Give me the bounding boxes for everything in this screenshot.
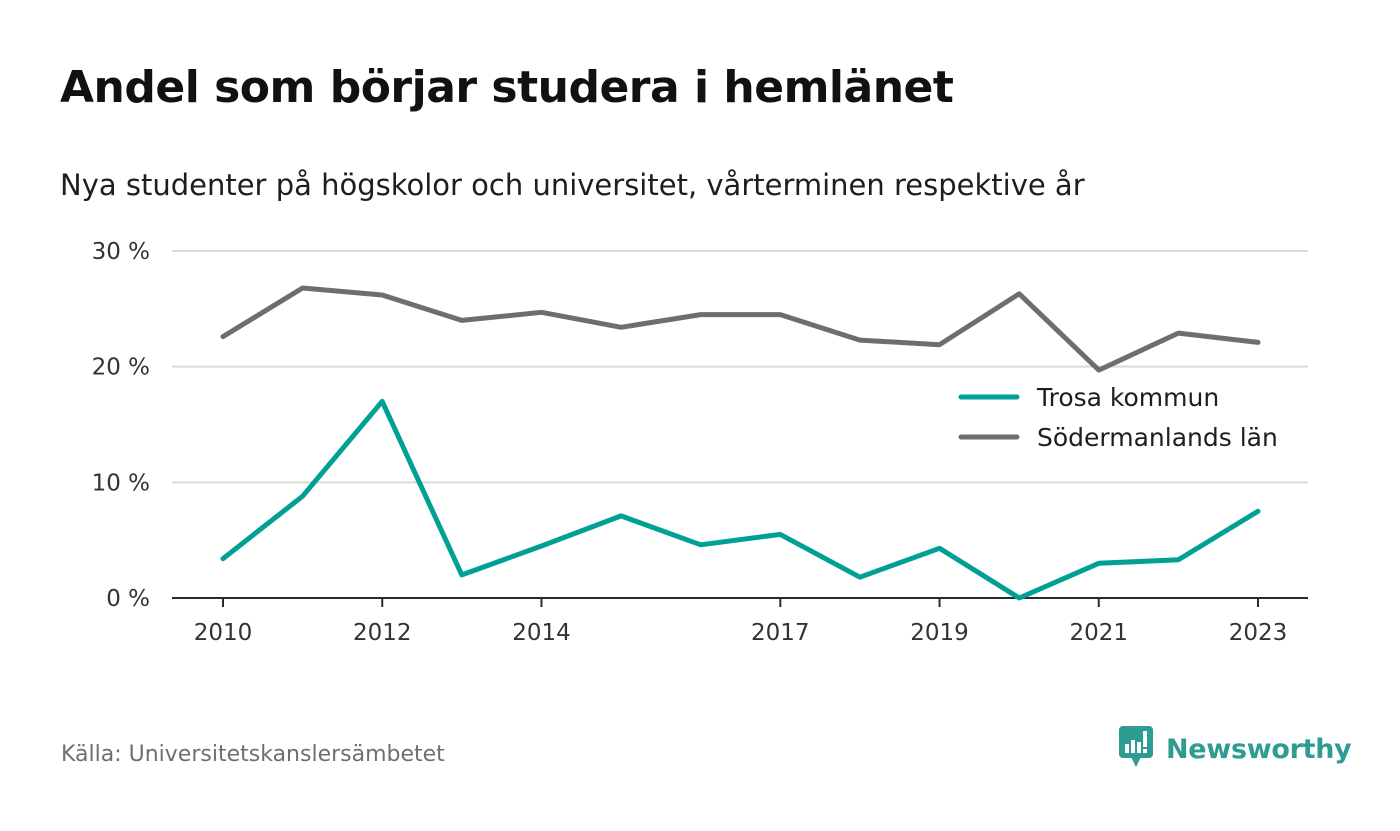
x-axis-ticks: 2010 2012 2014 2017 2019 2021 2023 (194, 598, 1288, 646)
series-line-trosa-kommun (220, 398, 1261, 601)
y-tick-label: 20 % (92, 355, 150, 381)
x-tick-label: 2023 (1229, 620, 1288, 646)
chart-title: Andel som börjar studera i hemlänet (60, 62, 954, 113)
chart-subtitle: Nya studenter på högskolor och universit… (60, 168, 1085, 202)
bar-chart-speech-bubble-icon (1118, 725, 1154, 773)
legend-label: Södermanlands län (1037, 423, 1278, 452)
source-note: Källa: Universitetskanslersämbetet (61, 742, 445, 767)
grid-lines (172, 250, 1308, 484)
series-lines (220, 285, 1261, 601)
x-tick-label: 2019 (910, 620, 969, 646)
x-tick-label: 2012 (353, 620, 412, 646)
brand-logo[interactable]: Newsworthy (1118, 725, 1352, 773)
y-tick-label: 0 % (106, 586, 150, 612)
y-tick-label: 10 % (92, 470, 150, 496)
x-tick-label: 2021 (1069, 620, 1128, 646)
x-tick-label: 2010 (194, 620, 253, 646)
x-tick-label: 2014 (512, 620, 571, 646)
y-axis-ticks: 0 % 10 % 20 % 30 % (92, 239, 150, 612)
line-chart: 0 % 10 % 20 % 30 % 2010 2012 2014 2017 2019 2021… (92, 239, 1308, 646)
series-line-s-dermanlands-l-n (220, 285, 1261, 373)
legend-label: Trosa kommun (1036, 383, 1219, 412)
brand-name: Newsworthy (1166, 733, 1352, 765)
x-tick-label: 2017 (751, 620, 810, 646)
y-tick-label: 30 % (92, 239, 150, 265)
legend: Trosa kommun Södermanlands län (958, 383, 1278, 452)
